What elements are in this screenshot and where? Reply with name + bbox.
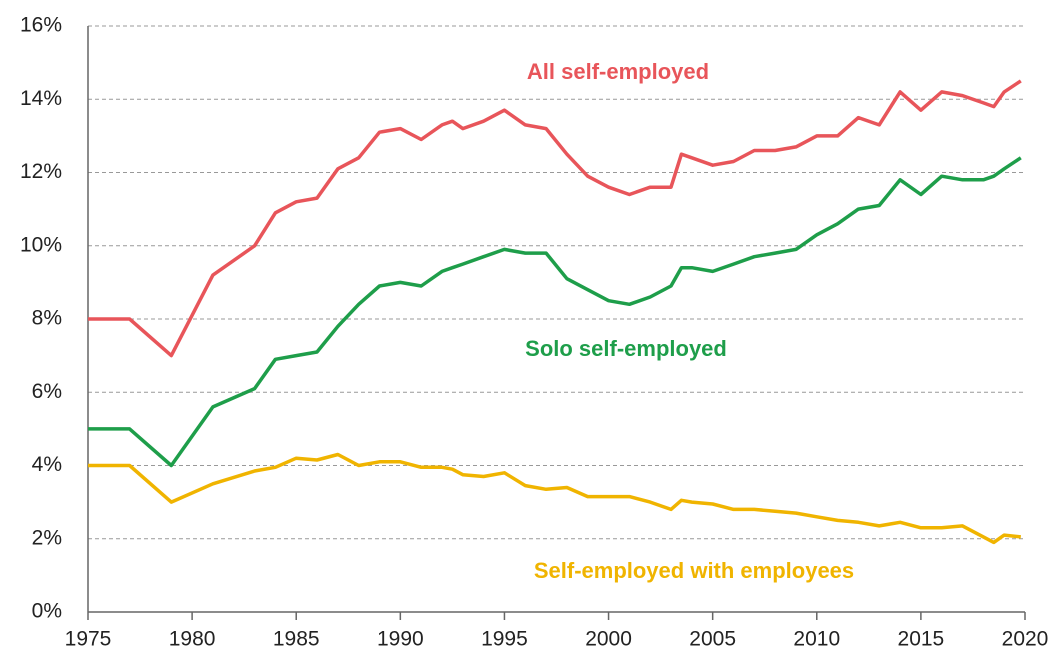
x-tick-label: 1975 <box>65 628 112 651</box>
x-tick-label: 2005 <box>689 628 736 651</box>
series-line <box>88 79 1022 358</box>
x-tick-label: 1990 <box>377 628 424 651</box>
x-tick-label: 1985 <box>273 628 320 651</box>
series-label: Solo self-employed <box>525 336 727 361</box>
series-label: All self-employed <box>527 59 709 84</box>
x-tick-label: 2020 <box>1002 628 1049 651</box>
y-tick-label: 4% <box>32 453 62 476</box>
y-tick-label: 12% <box>20 160 62 183</box>
y-tick-label: 0% <box>32 600 62 623</box>
y-tick-label: 14% <box>20 87 62 110</box>
series-line <box>88 156 1022 468</box>
series-line <box>88 452 1021 545</box>
series-label: Self-employed with employees <box>534 558 854 583</box>
y-tick-label: 10% <box>20 233 62 256</box>
x-tick-label: 1980 <box>169 628 216 651</box>
x-tick-label: 2010 <box>793 628 840 651</box>
y-tick-label: 6% <box>32 380 62 403</box>
x-tick-label: 2000 <box>585 628 632 651</box>
y-tick-label: 2% <box>32 526 62 549</box>
y-tick-label: 16% <box>20 14 62 37</box>
x-tick-label: 2015 <box>898 628 945 651</box>
x-tick-label: 1995 <box>481 628 528 651</box>
y-tick-label: 8% <box>32 307 62 330</box>
